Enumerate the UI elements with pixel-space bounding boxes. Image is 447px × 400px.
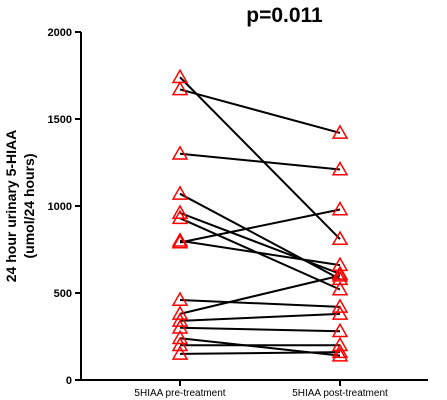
y-tick-label: 0 bbox=[66, 375, 72, 387]
triangle-marker bbox=[331, 160, 349, 176]
triangle-marker bbox=[171, 234, 189, 249]
triangle-marker bbox=[331, 124, 349, 139]
triangle-marker bbox=[331, 200, 349, 216]
pair-line bbox=[179, 212, 341, 275]
triangle-marker bbox=[331, 281, 349, 296]
triangle-marker bbox=[331, 265, 349, 280]
triangle-marker bbox=[171, 209, 189, 225]
triangle-marker bbox=[331, 267, 349, 282]
pair-line bbox=[179, 312, 341, 322]
triangle-marker bbox=[171, 319, 189, 334]
pair-line bbox=[179, 298, 341, 308]
markers bbox=[171, 68, 349, 362]
y-tick-label: 1000 bbox=[48, 201, 72, 213]
triangle-marker bbox=[331, 322, 349, 338]
triangle-marker bbox=[331, 230, 349, 246]
triangle-marker bbox=[171, 204, 189, 219]
pair-line bbox=[179, 208, 341, 244]
x-category-labels: 5HIAA pre-treatment 5HIAA post-treatment bbox=[134, 380, 388, 399]
triangle-marker bbox=[331, 336, 349, 352]
triangle-marker bbox=[171, 329, 189, 345]
pair-line bbox=[179, 152, 341, 171]
triangle-marker bbox=[331, 347, 349, 362]
y-tick-label: 500 bbox=[54, 288, 72, 300]
pair-line bbox=[179, 239, 341, 267]
triangle-marker bbox=[171, 305, 189, 320]
triangle-marker bbox=[171, 145, 189, 160]
pair-line bbox=[179, 76, 341, 240]
triangle-marker bbox=[171, 185, 189, 200]
y-ticks: 0 500 1000 1500 2000 bbox=[48, 27, 81, 387]
y-axis-label: 24 hour urinary 5-HIAA (umol/24 hours) bbox=[3, 130, 37, 282]
pair-line bbox=[179, 351, 341, 355]
triangle-marker bbox=[171, 312, 189, 327]
triangle-marker bbox=[171, 291, 189, 306]
pair-line bbox=[179, 326, 341, 333]
axes bbox=[80, 32, 428, 381]
pair-line bbox=[179, 274, 341, 315]
pair-line bbox=[179, 192, 341, 280]
triangle-marker bbox=[331, 256, 349, 272]
triangle-marker bbox=[171, 68, 189, 84]
triangle-marker bbox=[171, 345, 189, 360]
triangle-marker bbox=[171, 80, 189, 96]
y-tick-label: 2000 bbox=[48, 27, 72, 39]
x-category-label: 5HIAA post-treatment bbox=[292, 388, 388, 399]
triangle-marker bbox=[331, 270, 349, 286]
triangle-marker bbox=[171, 336, 189, 352]
triangle-marker bbox=[331, 305, 349, 320]
y-tick-label: 1500 bbox=[48, 114, 72, 126]
y-axis-label-line2: (umol/24 hours) bbox=[21, 153, 37, 258]
pair-lines bbox=[179, 76, 341, 357]
triangle-marker bbox=[171, 232, 189, 247]
pair-line bbox=[179, 88, 341, 134]
triangle-marker bbox=[331, 343, 349, 359]
x-category-label: 5HIAA pre-treatment bbox=[134, 388, 225, 399]
triangle-marker bbox=[331, 298, 349, 313]
y-axis-label-line1: 24 hour urinary 5-HIAA bbox=[3, 130, 19, 282]
